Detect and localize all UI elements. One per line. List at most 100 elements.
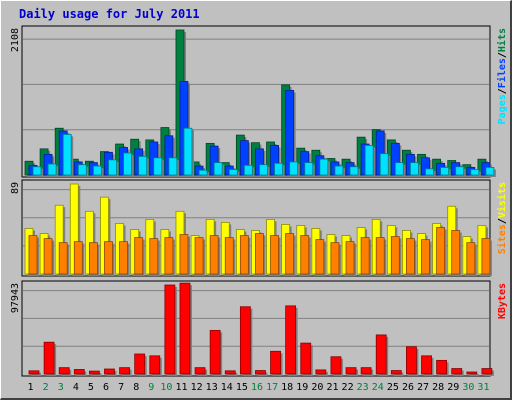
kbytes-kbytes-bar	[179, 282, 191, 375]
kbytes-kbytes-bar	[134, 353, 146, 375]
kbytes-kbytes-bar-shadow	[227, 372, 238, 376]
x-tick-label: 7	[118, 382, 124, 393]
visits-sites-bar	[270, 235, 279, 275]
visits-sites-bar	[315, 239, 325, 275]
x-tick-label: 1	[28, 382, 34, 393]
visits-sites-bar	[88, 242, 98, 275]
visits-legend-item: Sites	[496, 224, 508, 254]
kbytes-max-label: 97943	[10, 283, 21, 313]
kbytes-kbytes-bar	[270, 350, 281, 375]
kbytes-kbytes-bar	[390, 370, 402, 375]
visits-sites-bar	[209, 235, 219, 275]
usage-pages-bar	[334, 165, 344, 176]
visits-sites-bar	[239, 235, 249, 275]
kbytes-kbytes-bar	[239, 306, 251, 375]
kbytes-panel	[21, 280, 491, 377]
x-tick-label: 4	[73, 382, 79, 393]
usage-pages-bar	[425, 168, 434, 176]
usage-pages-bar	[485, 167, 495, 176]
x-tick-label: 22	[342, 382, 354, 393]
x-tick-label: 11	[175, 382, 187, 393]
kbytes-kbytes-bar	[73, 369, 85, 375]
visits-sites-bar	[164, 237, 174, 275]
visits-sites-bar	[285, 233, 295, 275]
visits-sites-bar	[451, 230, 461, 275]
kbytes-kbytes-bar	[451, 368, 463, 375]
visits-sites-bar	[300, 235, 310, 275]
usage-pages-bar	[274, 162, 283, 176]
kbytes-kbytes-bar	[255, 370, 266, 375]
kbytes-kbytes-bar	[164, 284, 176, 375]
x-tick-label: 15	[236, 382, 248, 393]
x-tick-label: 28	[432, 382, 444, 393]
usage-pages-bar	[168, 157, 178, 176]
usage-legend-item: /	[497, 52, 508, 58]
usage-pages-bar	[259, 164, 268, 176]
x-tick-label: 13	[206, 382, 218, 393]
visits-legend-item: /	[497, 218, 508, 224]
kbytes-kbytes-bar	[104, 368, 115, 375]
visits-sites-bar	[179, 234, 189, 275]
usage-pages-bar	[364, 145, 374, 176]
x-tick-label: 12	[191, 382, 203, 393]
usage-pages-bar	[440, 167, 450, 176]
kbytes-kbytes-bar	[43, 341, 55, 375]
usage-pages-bar	[92, 165, 102, 176]
visits-sites-bar	[149, 238, 159, 275]
usage-pages-bar	[153, 157, 163, 176]
x-tick-label: 3	[58, 382, 64, 393]
usage-pages-bar	[349, 166, 359, 176]
usage-pages-bar	[47, 163, 57, 176]
usage-pages-bar	[32, 166, 42, 176]
visits-sites-bar	[436, 227, 446, 275]
visits-sites-bar	[255, 233, 264, 275]
usage-pages-bar	[243, 164, 253, 176]
x-tick-label: 23	[357, 382, 369, 393]
usage-pages-bar	[198, 169, 208, 176]
kbytes-legend-item: KBytes	[497, 283, 508, 319]
visits-sites-bar	[375, 237, 385, 275]
kbytes-kbytes-bar	[315, 369, 327, 375]
usage-max-label: 2108	[10, 28, 21, 52]
usage-pages-bar	[213, 162, 223, 176]
x-tick-label: 9	[148, 382, 154, 393]
visits-sites-bar	[390, 236, 400, 275]
x-tick-label: 17	[266, 382, 278, 393]
visits-sites-bar	[330, 242, 340, 275]
visits-legend-item: Visits	[496, 182, 508, 218]
usage-pages-bar	[410, 162, 419, 176]
x-tick-label: 31	[477, 382, 489, 393]
kbytes-kbytes-bar-shadow	[31, 372, 41, 376]
usage-legend-item: Hits	[496, 28, 508, 52]
visits-sites-bar	[466, 242, 476, 275]
x-tick-label: 10	[160, 382, 172, 393]
visits-sites-bar	[134, 237, 144, 275]
visits-sites-bar	[345, 241, 355, 275]
visits-sites-bar	[58, 242, 68, 275]
visits-sites-bar	[406, 238, 415, 275]
kbytes-legend: KBytes	[497, 283, 508, 319]
kbytes-kbytes-bar	[149, 355, 161, 375]
visits-sites-bar	[43, 238, 53, 275]
kbytes-kbytes-bar	[360, 367, 372, 375]
usage-legend-item: Files	[496, 58, 508, 88]
x-tick-label: 29	[447, 382, 459, 393]
visits-sites-bar	[194, 237, 204, 275]
kbytes-kbytes-bar	[209, 329, 221, 375]
kbytes-kbytes-bar	[224, 370, 236, 375]
chart-title: Daily usage for July 2011	[19, 7, 200, 21]
visits-sites-bar	[73, 241, 83, 275]
x-tick-label: 19	[296, 382, 308, 393]
usage-pages-bar	[77, 164, 87, 176]
visits-sites-bar	[104, 241, 113, 275]
kbytes-kbytes-bar	[88, 370, 100, 375]
visits-sites-bar	[360, 237, 370, 275]
usage-pages-bar	[138, 156, 148, 176]
kbytes-kbytes-bar	[481, 368, 493, 375]
kbytes-kbytes-bar	[300, 342, 312, 375]
kbytes-kbytes-bar	[28, 370, 40, 375]
usage-pages-bar	[319, 158, 329, 176]
kbytes-kbytes-bar-shadow	[91, 373, 102, 376]
